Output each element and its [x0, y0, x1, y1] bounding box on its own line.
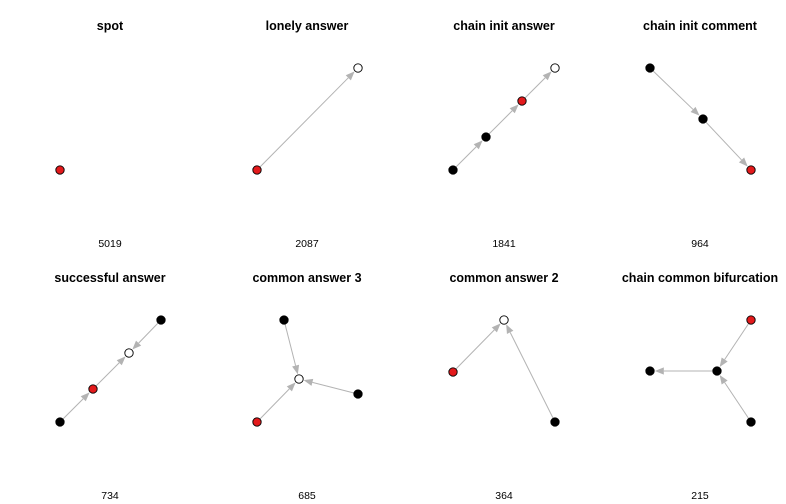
motif-edge: [259, 77, 349, 168]
motif-node-filled: [746, 417, 756, 427]
edge-arrowhead: [345, 71, 355, 81]
motif-panel: chain init comment 964: [643, 19, 758, 250]
motif-edge: [488, 110, 513, 135]
edge-arrowhead: [303, 378, 314, 386]
panel-title: successful answer: [54, 271, 165, 285]
motif-edge: [705, 121, 742, 161]
motif-panel: spot 5019: [55, 19, 124, 250]
panel-count: 734: [101, 490, 119, 502]
motif-node-open: [550, 63, 560, 73]
panel-title: lonely answer: [266, 19, 349, 33]
edge-arrowhead: [491, 323, 501, 333]
motif-edge: [95, 362, 120, 387]
motif-edge: [259, 388, 290, 420]
panel-count: 215: [691, 490, 709, 502]
motif-node-filled: [448, 165, 458, 175]
panel-count: 2087: [295, 238, 319, 250]
motif-node-filled: [156, 315, 166, 325]
motif-node-focus: [88, 384, 98, 394]
edge-arrowhead: [654, 367, 664, 375]
panel-title: common answer 2: [449, 271, 558, 285]
motif-edge: [724, 382, 750, 419]
motif-node-filled: [55, 417, 65, 427]
motif-panel: common answer 3 685: [252, 271, 363, 502]
motif-edge: [455, 329, 495, 370]
motif-node-focus: [746, 315, 756, 325]
edge-arrowhead: [719, 374, 728, 385]
motif-node-open: [124, 348, 134, 358]
motif-node-open: [294, 374, 304, 384]
motif-node-focus: [746, 165, 756, 175]
motif-edge: [455, 146, 477, 168]
motif-node-open: [499, 315, 509, 325]
motif-edge: [652, 70, 694, 110]
motif-node-filled: [481, 132, 491, 142]
edge-arrowhead: [132, 340, 142, 350]
edge-arrowhead: [542, 71, 552, 81]
motif-panel: common answer 2 364: [448, 271, 560, 502]
panel-count: 5019: [98, 238, 122, 250]
motif-node-filled: [645, 366, 655, 376]
motif-node-filled: [698, 114, 708, 124]
edge-arrowhead: [80, 392, 90, 402]
motif-edge: [524, 77, 546, 99]
edge-arrowhead: [292, 364, 300, 375]
motif-node-filled: [712, 366, 722, 376]
motif-node-focus: [55, 165, 65, 175]
motif-edge: [62, 398, 84, 420]
motif-node-focus: [252, 165, 262, 175]
motif-panel: chain common bifurcation 215: [622, 271, 778, 502]
motif-edge: [312, 381, 355, 394]
motif-node-focus: [252, 417, 262, 427]
motif-node-focus: [448, 367, 458, 377]
edge-arrowhead: [738, 157, 748, 167]
panel-title: chain init comment: [643, 19, 758, 33]
motif-node-filled: [645, 63, 655, 73]
panel-title: chain init answer: [453, 19, 555, 33]
edge-arrowhead: [509, 104, 519, 114]
edge-arrowhead: [473, 140, 483, 150]
motif-node-filled: [279, 315, 289, 325]
motif-node-filled: [353, 389, 363, 399]
motif-node-open: [353, 63, 363, 73]
panel-count: 964: [691, 238, 709, 250]
panel-title: common answer 3: [252, 271, 361, 285]
panel-title: chain common bifurcation: [622, 271, 778, 285]
motif-edge: [284, 323, 297, 366]
panel-count: 1841: [492, 238, 516, 250]
panel-count: 685: [298, 490, 316, 502]
motif-edge: [509, 332, 554, 419]
edge-arrowhead: [506, 324, 514, 334]
motif-panel: successful answer 734: [54, 271, 165, 502]
edge-arrowhead: [719, 357, 728, 368]
motif-node-focus: [517, 96, 527, 106]
motif-node-filled: [550, 417, 560, 427]
motif-panel: chain init answer 1841: [448, 19, 560, 250]
edge-arrowhead: [690, 106, 700, 116]
panel-title: spot: [97, 19, 124, 33]
motif-panel: lonely answer 2087: [252, 19, 363, 250]
edge-arrowhead: [286, 382, 296, 392]
motif-edge: [724, 323, 750, 360]
panel-count: 364: [495, 490, 513, 502]
motif-edge: [138, 322, 159, 344]
edge-arrowhead: [116, 356, 126, 366]
